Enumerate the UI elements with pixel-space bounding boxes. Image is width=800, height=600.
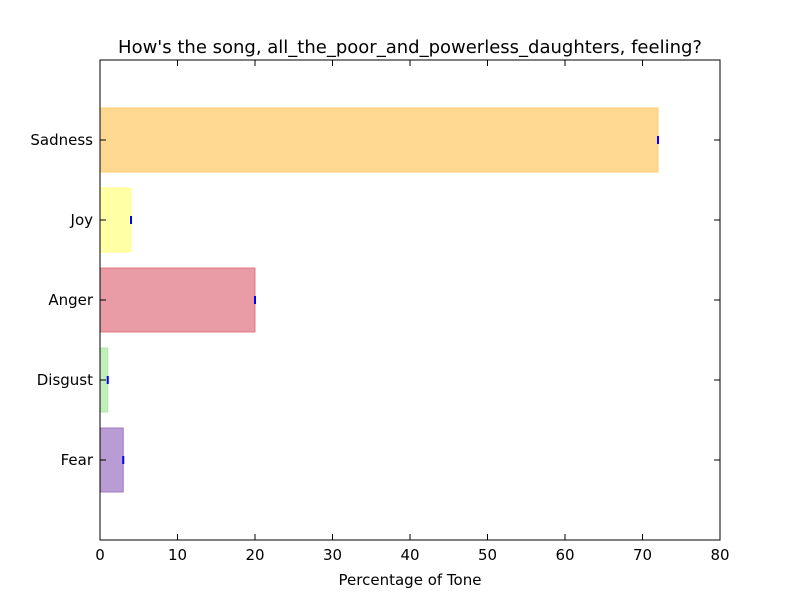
y-tick-label-disgust: Disgust [37,371,93,389]
bar-anger [99,267,256,333]
x-tick-label: 10 [168,546,187,564]
y-tick-label-fear: Fear [61,451,94,469]
x-axis-label: Percentage of Tone [339,571,482,589]
x-tick-label: 70 [633,546,652,564]
y-tick-label-joy: Joy [70,211,94,229]
x-tick-label: 0 [95,546,105,564]
bars-layer [99,107,659,493]
x-tick-label: 20 [245,546,264,564]
x-tick-label: 80 [710,546,729,564]
x-tick-label: 30 [323,546,342,564]
x-tick-label: 50 [478,546,497,564]
bar-sadness [99,107,659,173]
chart-title: How's the song, all_the_poor_and_powerle… [118,37,702,58]
axes-layer: 0 10 20 30 40 50 60 70 80 Fear Disgust Anger Joy Sadn… [30,59,730,564]
y-tick-label-sadness: Sadness [30,131,93,149]
y-tick-label-anger: Anger [48,291,94,309]
x-tick-label: 40 [400,546,419,564]
x-tick-label: 60 [555,546,574,564]
